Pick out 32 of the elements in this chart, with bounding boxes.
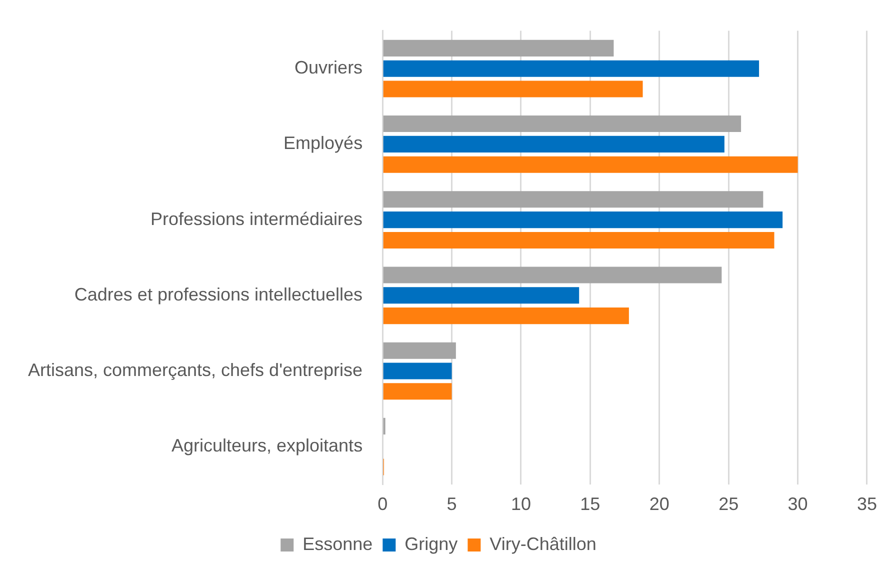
bar bbox=[383, 266, 722, 284]
bar bbox=[383, 136, 724, 152]
y-tick-label: Artisans, commerçants, chefs d'entreprise bbox=[28, 360, 363, 380]
bar bbox=[383, 40, 614, 56]
y-tick-label: Employés bbox=[284, 133, 363, 154]
bar bbox=[383, 212, 783, 228]
bar bbox=[383, 342, 456, 359]
bar bbox=[383, 156, 798, 173]
bar bbox=[383, 362, 452, 380]
x-tick-label: 20 bbox=[649, 494, 670, 514]
y-tick-label: Professions intermédiaires bbox=[150, 208, 363, 229]
legend-label: Viry-Châtillon bbox=[490, 534, 596, 554]
bar bbox=[383, 116, 742, 132]
x-tick-label: 30 bbox=[788, 494, 808, 514]
y-tick-label: Agriculteurs, exploitants bbox=[171, 436, 363, 456]
x-tick-label: 15 bbox=[580, 494, 600, 514]
bar bbox=[383, 60, 760, 77]
y-tick-label: Ouvriers bbox=[294, 58, 363, 78]
x-tick-label: 0 bbox=[378, 494, 388, 514]
bar bbox=[383, 287, 580, 304]
x-tick-label: 10 bbox=[510, 494, 531, 514]
x-tick-label: 35 bbox=[856, 494, 878, 514]
legend-label: Grigny bbox=[404, 534, 458, 554]
bar bbox=[383, 191, 764, 208]
x-tick-label: 25 bbox=[718, 494, 739, 514]
bar bbox=[383, 383, 452, 400]
y-tick-label: Cadres et professions intellectuelles bbox=[74, 284, 363, 304]
bar bbox=[383, 80, 643, 98]
bar bbox=[383, 232, 774, 248]
legend-label: Essonne bbox=[302, 534, 373, 554]
bar bbox=[383, 308, 629, 324]
x-tick-label: 5 bbox=[446, 494, 457, 514]
